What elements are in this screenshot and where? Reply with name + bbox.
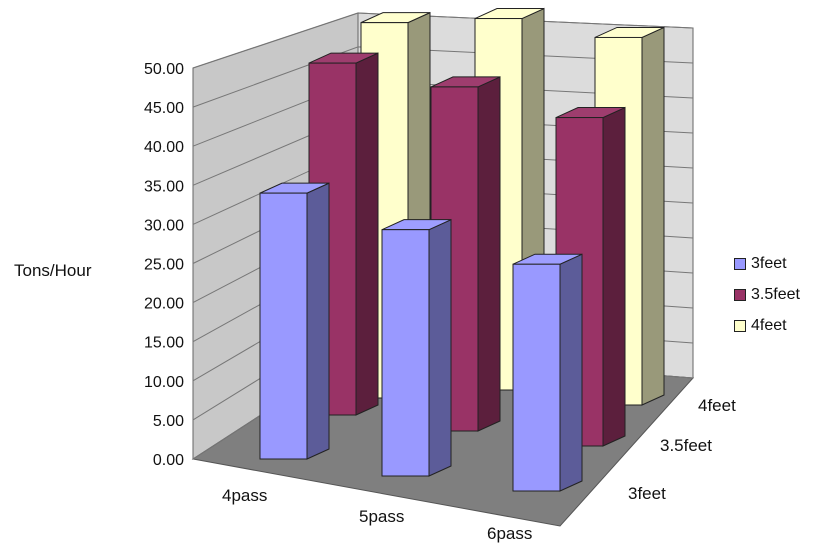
- y-tick-label: 35.00: [144, 178, 184, 195]
- depth-tick-label: 4feet: [698, 396, 736, 415]
- bar-side-face: [641, 26, 665, 406]
- y-axis-ticks: 0.00 5.00 10.00 15.00 20.00 25.00 30.00 35.00 40…: [144, 61, 184, 469]
- bar-3feet-6pass: [512, 253, 583, 492]
- y-tick-label: 20.00: [144, 296, 184, 313]
- legend-swatch-3.5feet: [734, 289, 746, 301]
- bar-side-face: [477, 76, 501, 432]
- x-axis-labels: 4pass 5pass 6pass: [222, 486, 532, 543]
- y-tick-label: 15.00: [144, 335, 184, 352]
- bar-front-face: [259, 192, 308, 460]
- legend-swatch-4feet: [734, 320, 746, 332]
- legend-label-3feet: 3feet: [751, 255, 787, 272]
- legend-label-4feet: 4feet: [751, 317, 787, 334]
- legend-swatch-3feet: [734, 258, 746, 270]
- y-tick-label: 30.00: [144, 217, 184, 234]
- bar-3feet-5pass: [381, 218, 452, 477]
- y-tick-label: 40.00: [144, 139, 184, 156]
- bar-front-face: [381, 229, 430, 477]
- gridline: [192, 12, 694, 69]
- y-tick-label: 45.00: [144, 100, 184, 117]
- bars: [259, 7, 665, 492]
- y-tick-label: 0.00: [153, 452, 184, 469]
- y-tick-label: 25.00: [144, 257, 184, 274]
- bar-side-face: [428, 218, 452, 477]
- depth-axis-labels: 3feet 3.5feet 4feet: [628, 396, 736, 503]
- legend-item-3.5feet: 3.5feet: [734, 285, 800, 305]
- x-tick-label: 5pass: [359, 507, 404, 526]
- bar-side-face: [559, 253, 583, 492]
- y-axis-label: Tons/Hour: [14, 261, 92, 280]
- y-tick-label: 50.00: [144, 61, 184, 78]
- depth-tick-label: 3feet: [628, 484, 666, 503]
- bar-side-face: [306, 182, 330, 460]
- legend: 3feet 3.5feet 4feet: [728, 248, 822, 342]
- legend-item-3feet: 3feet: [734, 254, 787, 274]
- depth-tick-label: 3.5feet: [660, 436, 712, 455]
- legend-label-3.5feet: 3.5feet: [751, 286, 800, 303]
- legend-item-4feet: 4feet: [734, 316, 787, 336]
- x-tick-label: 4pass: [222, 486, 267, 505]
- bar-side-face: [355, 52, 379, 416]
- x-tick-label: 6pass: [487, 524, 532, 543]
- y-tick-label: 10.00: [144, 374, 184, 391]
- bar-front-face: [512, 263, 561, 492]
- gridline: [192, 46, 694, 108]
- bar-3feet-4pass: [259, 182, 330, 460]
- y-tick-label: 5.00: [153, 413, 184, 430]
- bar-side-face: [602, 106, 626, 447]
